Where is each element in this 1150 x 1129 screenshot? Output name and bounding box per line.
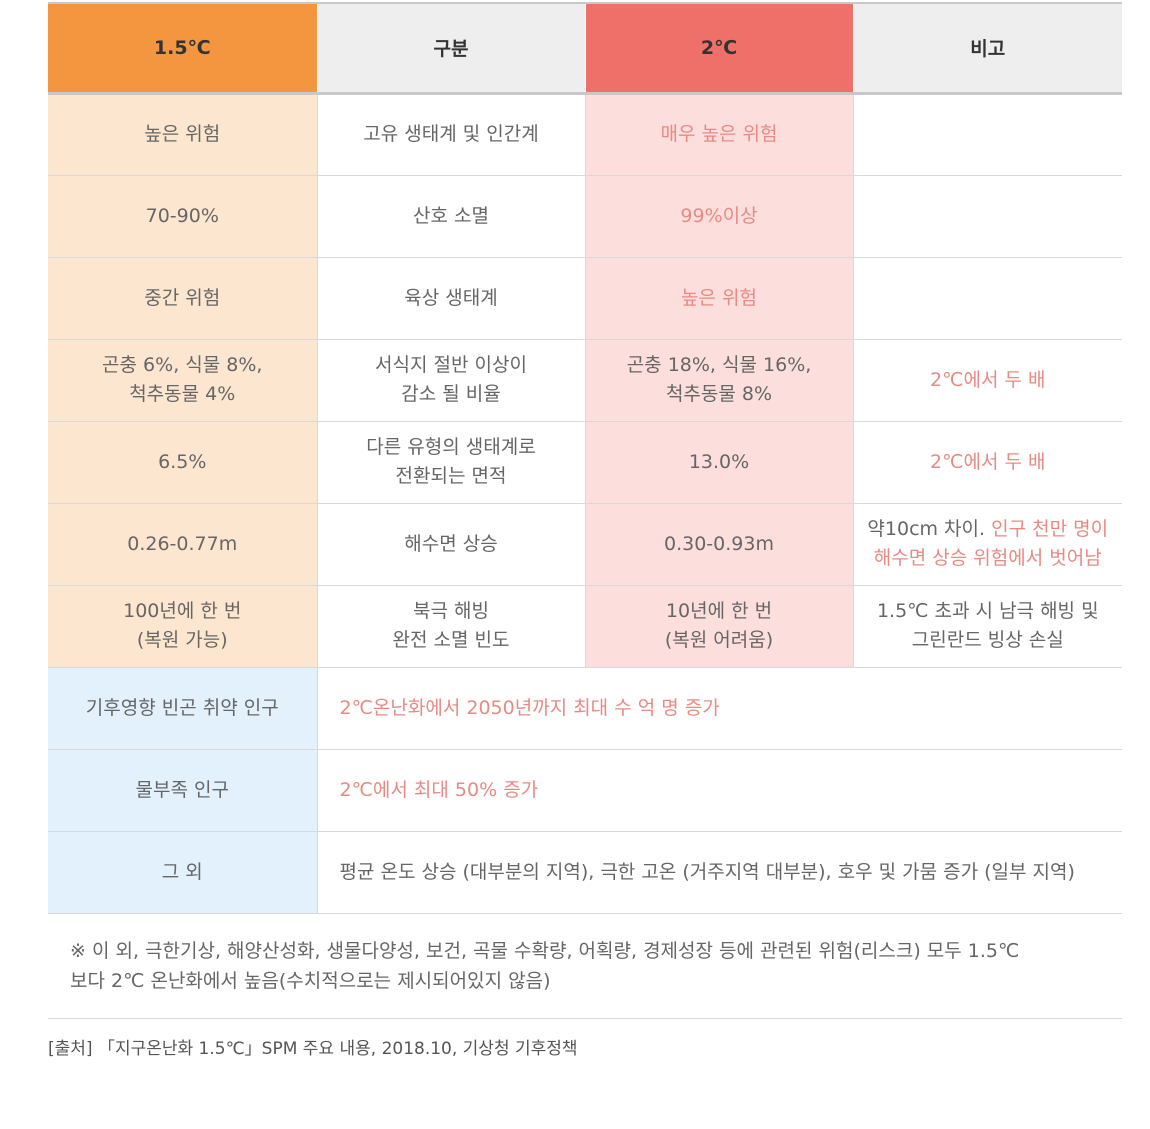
cell-line: 100년에 한 번 [123, 600, 242, 622]
cell-1-5c: 높은 위험 [48, 93, 318, 176]
table-row: 6.5% 다른 유형의 생태계로 전환되는 면적 13.0% 2℃에서 두 배 [48, 421, 1122, 504]
cell-line: 감소 될 비율 [401, 383, 501, 405]
table-row: 물부족 인구 2℃에서 최대 50% 증가 [48, 749, 1122, 832]
divider [48, 1018, 1122, 1019]
table-row: 0.26-0.77m 해수면 상승 0.30-0.93m 약10cm 차이. 인… [48, 503, 1122, 586]
cell-highlight-text: 해수면 상승 위험에서 벗어남 [873, 547, 1102, 569]
table-row: 곤충 6%, 식물 8%, 척추동물 4% 서식지 절반 이상이 감소 될 비율… [48, 339, 1122, 422]
comparison-table-container: 1.5℃ 구분 2℃ 비고 높은 위험 고유 생태계 및 인간계 매우 높은 위… [48, 2, 1122, 914]
source-citation: [출처] 「지구온난화 1.5℃」SPM 주요 내용, 2018.10, 기상청… [48, 1039, 578, 1059]
cell-highlight-text: 인구 천만 명이 [991, 518, 1109, 540]
header-category: 구분 [316, 2, 585, 95]
cell-wide-text: 2℃온난화에서 2050년까지 최대 수 억 명 증가 [317, 667, 1122, 750]
footnote-line: ※ 이 외, 극한기상, 해양산성화, 생물다양성, 보건, 곡물 수확량, 어… [70, 940, 1020, 962]
cell-line: (복원 어려움) [664, 629, 774, 651]
footnote: ※ 이 외, 극한기상, 해양산성화, 생물다양성, 보건, 곡물 수확량, 어… [70, 936, 1110, 996]
table-row: 높은 위험 고유 생태계 및 인간계 매우 높은 위험 [48, 93, 1122, 176]
cell-1-5c: 곤충 6%, 식물 8%, 척추동물 4% [48, 339, 318, 422]
cell-remarks: 1.5℃ 초과 시 남극 해빙 및 그린란드 빙상 손실 [853, 585, 1122, 668]
cell-2c: 99%이상 [585, 175, 854, 258]
cell-line: 척추동물 4% [129, 383, 236, 405]
table-row: 기후영향 빈곤 취약 인구 2℃온난화에서 2050년까지 최대 수 억 명 증… [48, 667, 1122, 750]
cell-2c: 곤충 18%, 식물 16%, 척추동물 8% [585, 339, 854, 422]
cell-remarks [853, 175, 1122, 258]
cell-category: 산호 소멸 [317, 175, 586, 258]
table-row: 그 외 평균 온도 상승 (대부분의 지역), 극한 고온 (거주지역 대부분)… [48, 831, 1122, 914]
cell-row-label: 기후영향 빈곤 취약 인구 [48, 667, 318, 750]
cell-text: 약10cm 차이. [867, 518, 992, 540]
cell-category: 육상 생태계 [317, 257, 586, 340]
cell-2c: 13.0% [585, 421, 854, 504]
cell-line: 1.5℃ 초과 시 남극 해빙 및 [876, 600, 1099, 622]
cell-line: 전환되는 면적 [395, 465, 507, 487]
header-remarks: 비고 [852, 2, 1122, 95]
table-header-row: 1.5℃ 구분 2℃ 비고 [48, 2, 1122, 95]
cell-2c: 매우 높은 위험 [585, 93, 854, 176]
comparison-table: 1.5℃ 구분 2℃ 비고 높은 위험 고유 생태계 및 인간계 매우 높은 위… [48, 2, 1122, 914]
cell-1-5c: 0.26-0.77m [48, 503, 318, 586]
cell-wide-text: 평균 온도 상승 (대부분의 지역), 극한 고온 (거주지역 대부분), 호우… [317, 831, 1122, 914]
cell-line: 그린란드 빙상 손실 [911, 629, 1064, 651]
cell-line: 완전 소멸 빈도 [392, 629, 510, 651]
cell-category: 고유 생태계 및 인간계 [317, 93, 586, 176]
cell-category: 서식지 절반 이상이 감소 될 비율 [317, 339, 586, 422]
cell-line: 서식지 절반 이상이 [375, 354, 527, 376]
cell-category: 해수면 상승 [317, 503, 586, 586]
cell-line: 북극 해빙 [413, 600, 489, 622]
cell-1-5c: 100년에 한 번 (복원 가능) [48, 585, 318, 668]
cell-line: 곤충 18%, 식물 16%, [626, 354, 812, 376]
cell-line: 다른 유형의 생태계로 [366, 436, 536, 458]
cell-line: 곤충 6%, 식물 8%, [102, 354, 263, 376]
cell-remarks [853, 257, 1122, 340]
cell-1-5c: 70-90% [48, 175, 318, 258]
cell-line: 10년에 한 번 [665, 600, 773, 622]
table-row: 중간 위험 육상 생태계 높은 위험 [48, 257, 1122, 340]
cell-1-5c: 6.5% [48, 421, 318, 504]
footnote-line: 보다 2℃ 온난화에서 높음(수치적으로는 제시되어있지 않음) [70, 970, 551, 992]
cell-1-5c: 중간 위험 [48, 257, 318, 340]
cell-wide-text: 2℃에서 최대 50% 증가 [317, 749, 1122, 832]
table-row: 70-90% 산호 소멸 99%이상 [48, 175, 1122, 258]
cell-line: 약10cm 차이. 인구 천만 명이 [860, 515, 1117, 544]
header-1-5c: 1.5℃ [48, 2, 317, 95]
cell-2c: 10년에 한 번 (복원 어려움) [585, 585, 854, 668]
header-2c: 2℃ [584, 2, 853, 95]
cell-category: 북극 해빙 완전 소멸 빈도 [317, 585, 586, 668]
cell-remarks [853, 93, 1122, 176]
cell-remarks: 2℃에서 두 배 [853, 339, 1122, 422]
table-row: 100년에 한 번 (복원 가능) 북극 해빙 완전 소멸 빈도 10년에 한 … [48, 585, 1122, 668]
cell-row-label: 그 외 [48, 831, 318, 914]
cell-remarks: 약10cm 차이. 인구 천만 명이 해수면 상승 위험에서 벗어남 [853, 503, 1122, 586]
cell-line: 척추동물 8% [665, 383, 773, 405]
cell-2c: 높은 위험 [585, 257, 854, 340]
cell-row-label: 물부족 인구 [48, 749, 318, 832]
cell-category: 다른 유형의 생태계로 전환되는 면적 [317, 421, 586, 504]
cell-remarks: 2℃에서 두 배 [853, 421, 1122, 504]
cell-line: (복원 가능) [136, 629, 228, 651]
cell-2c: 0.30-0.93m [585, 503, 854, 586]
